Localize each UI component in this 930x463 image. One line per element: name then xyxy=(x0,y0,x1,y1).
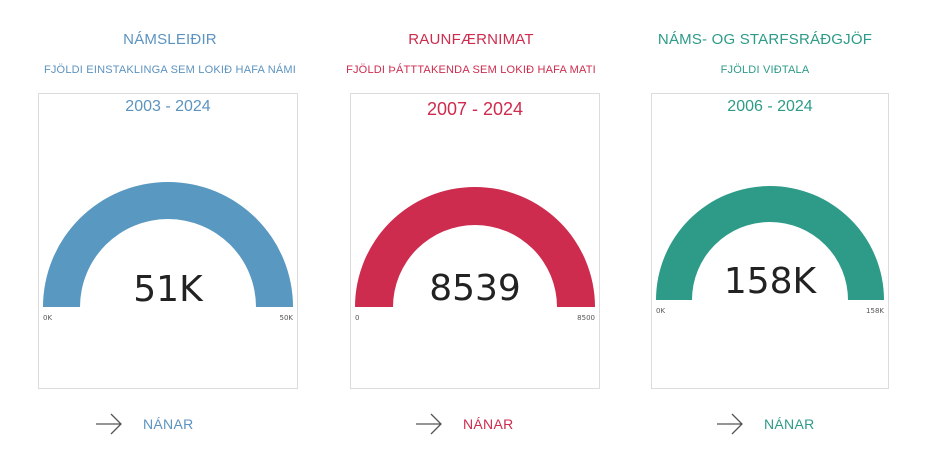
arrow-right-icon xyxy=(717,413,743,435)
gauge-max-label: 8500 xyxy=(577,314,595,322)
panel-namsleidir: NÁMSLEIÐIR FJÖLDI EINSTAKLINGA SEM LOKIÐ… xyxy=(0,0,340,463)
arrow-right-icon xyxy=(96,413,122,435)
year-range: 2006 - 2024 xyxy=(727,98,813,115)
gauge-chart: 51K 0K 50K xyxy=(43,182,294,322)
panel-title: RAUNFÆRNIMAT xyxy=(408,31,534,48)
gauge-arc xyxy=(43,182,293,307)
gauge-min-label: 0K xyxy=(656,307,665,315)
gauge-chart: 158K 0K 158K xyxy=(656,186,884,315)
gauge-value-label: 51K xyxy=(133,269,204,310)
nanar-link[interactable]: NÁNAR xyxy=(716,411,815,437)
gauge-arc xyxy=(656,186,884,300)
panel-subtitle: FJÖLDI EINSTAKLINGA SEM LOKIÐ HAFA NÁMI xyxy=(43,64,297,76)
panel-title: NÁMS- OG STARFSRÁÐGJÖF xyxy=(657,31,873,48)
panel-subtitle: FJÖLDI ÞÁTTTAKENDA SEM LOKIÐ HAFA MATI xyxy=(346,64,596,76)
year-range: 2007 - 2024 xyxy=(426,99,524,119)
gauge-arc xyxy=(355,187,595,307)
gauge-value-label: 158K xyxy=(724,261,818,302)
panel-raunfaernimat: RAUNFÆRNIMAT FJÖLDI ÞÁTTTAKENDA SEM LOKI… xyxy=(305,0,637,463)
gauge-chart: 8539 0 8500 xyxy=(355,187,595,322)
nanar-label: NÁNAR xyxy=(143,416,194,432)
panel-title: NÁMSLEIÐIR xyxy=(123,31,217,48)
panel-nams-og-starfsradgjof: NÁMS- OG STARFSRÁÐGJÖF FJÖLDI VIÐTALA 20… xyxy=(600,0,930,463)
nanar-label: NÁNAR xyxy=(764,416,815,432)
gauge-min-label: 0K xyxy=(43,314,52,322)
nanar-link[interactable]: NÁNAR xyxy=(415,411,514,437)
nanar-link[interactable]: NÁNAR xyxy=(95,411,194,437)
gauge-card: 2007 - 2024 8539 0 8500 xyxy=(350,93,600,389)
gauge-value-label: 8539 xyxy=(429,268,521,309)
arrow-right-icon xyxy=(416,413,442,435)
panel-subtitle: FJÖLDI VIÐTALA xyxy=(720,64,810,76)
gauge-card: 2003 - 2024 51K 0K 50K xyxy=(38,93,298,389)
gauge-max-label: 158K xyxy=(866,307,884,315)
gauge-min-label: 0 xyxy=(355,314,359,322)
gauge-max-label: 50K xyxy=(280,314,294,322)
nanar-label: NÁNAR xyxy=(463,416,514,432)
gauge-card: 2006 - 2024 158K 0K 158K xyxy=(651,93,889,389)
year-range: 2003 - 2024 xyxy=(125,98,211,115)
